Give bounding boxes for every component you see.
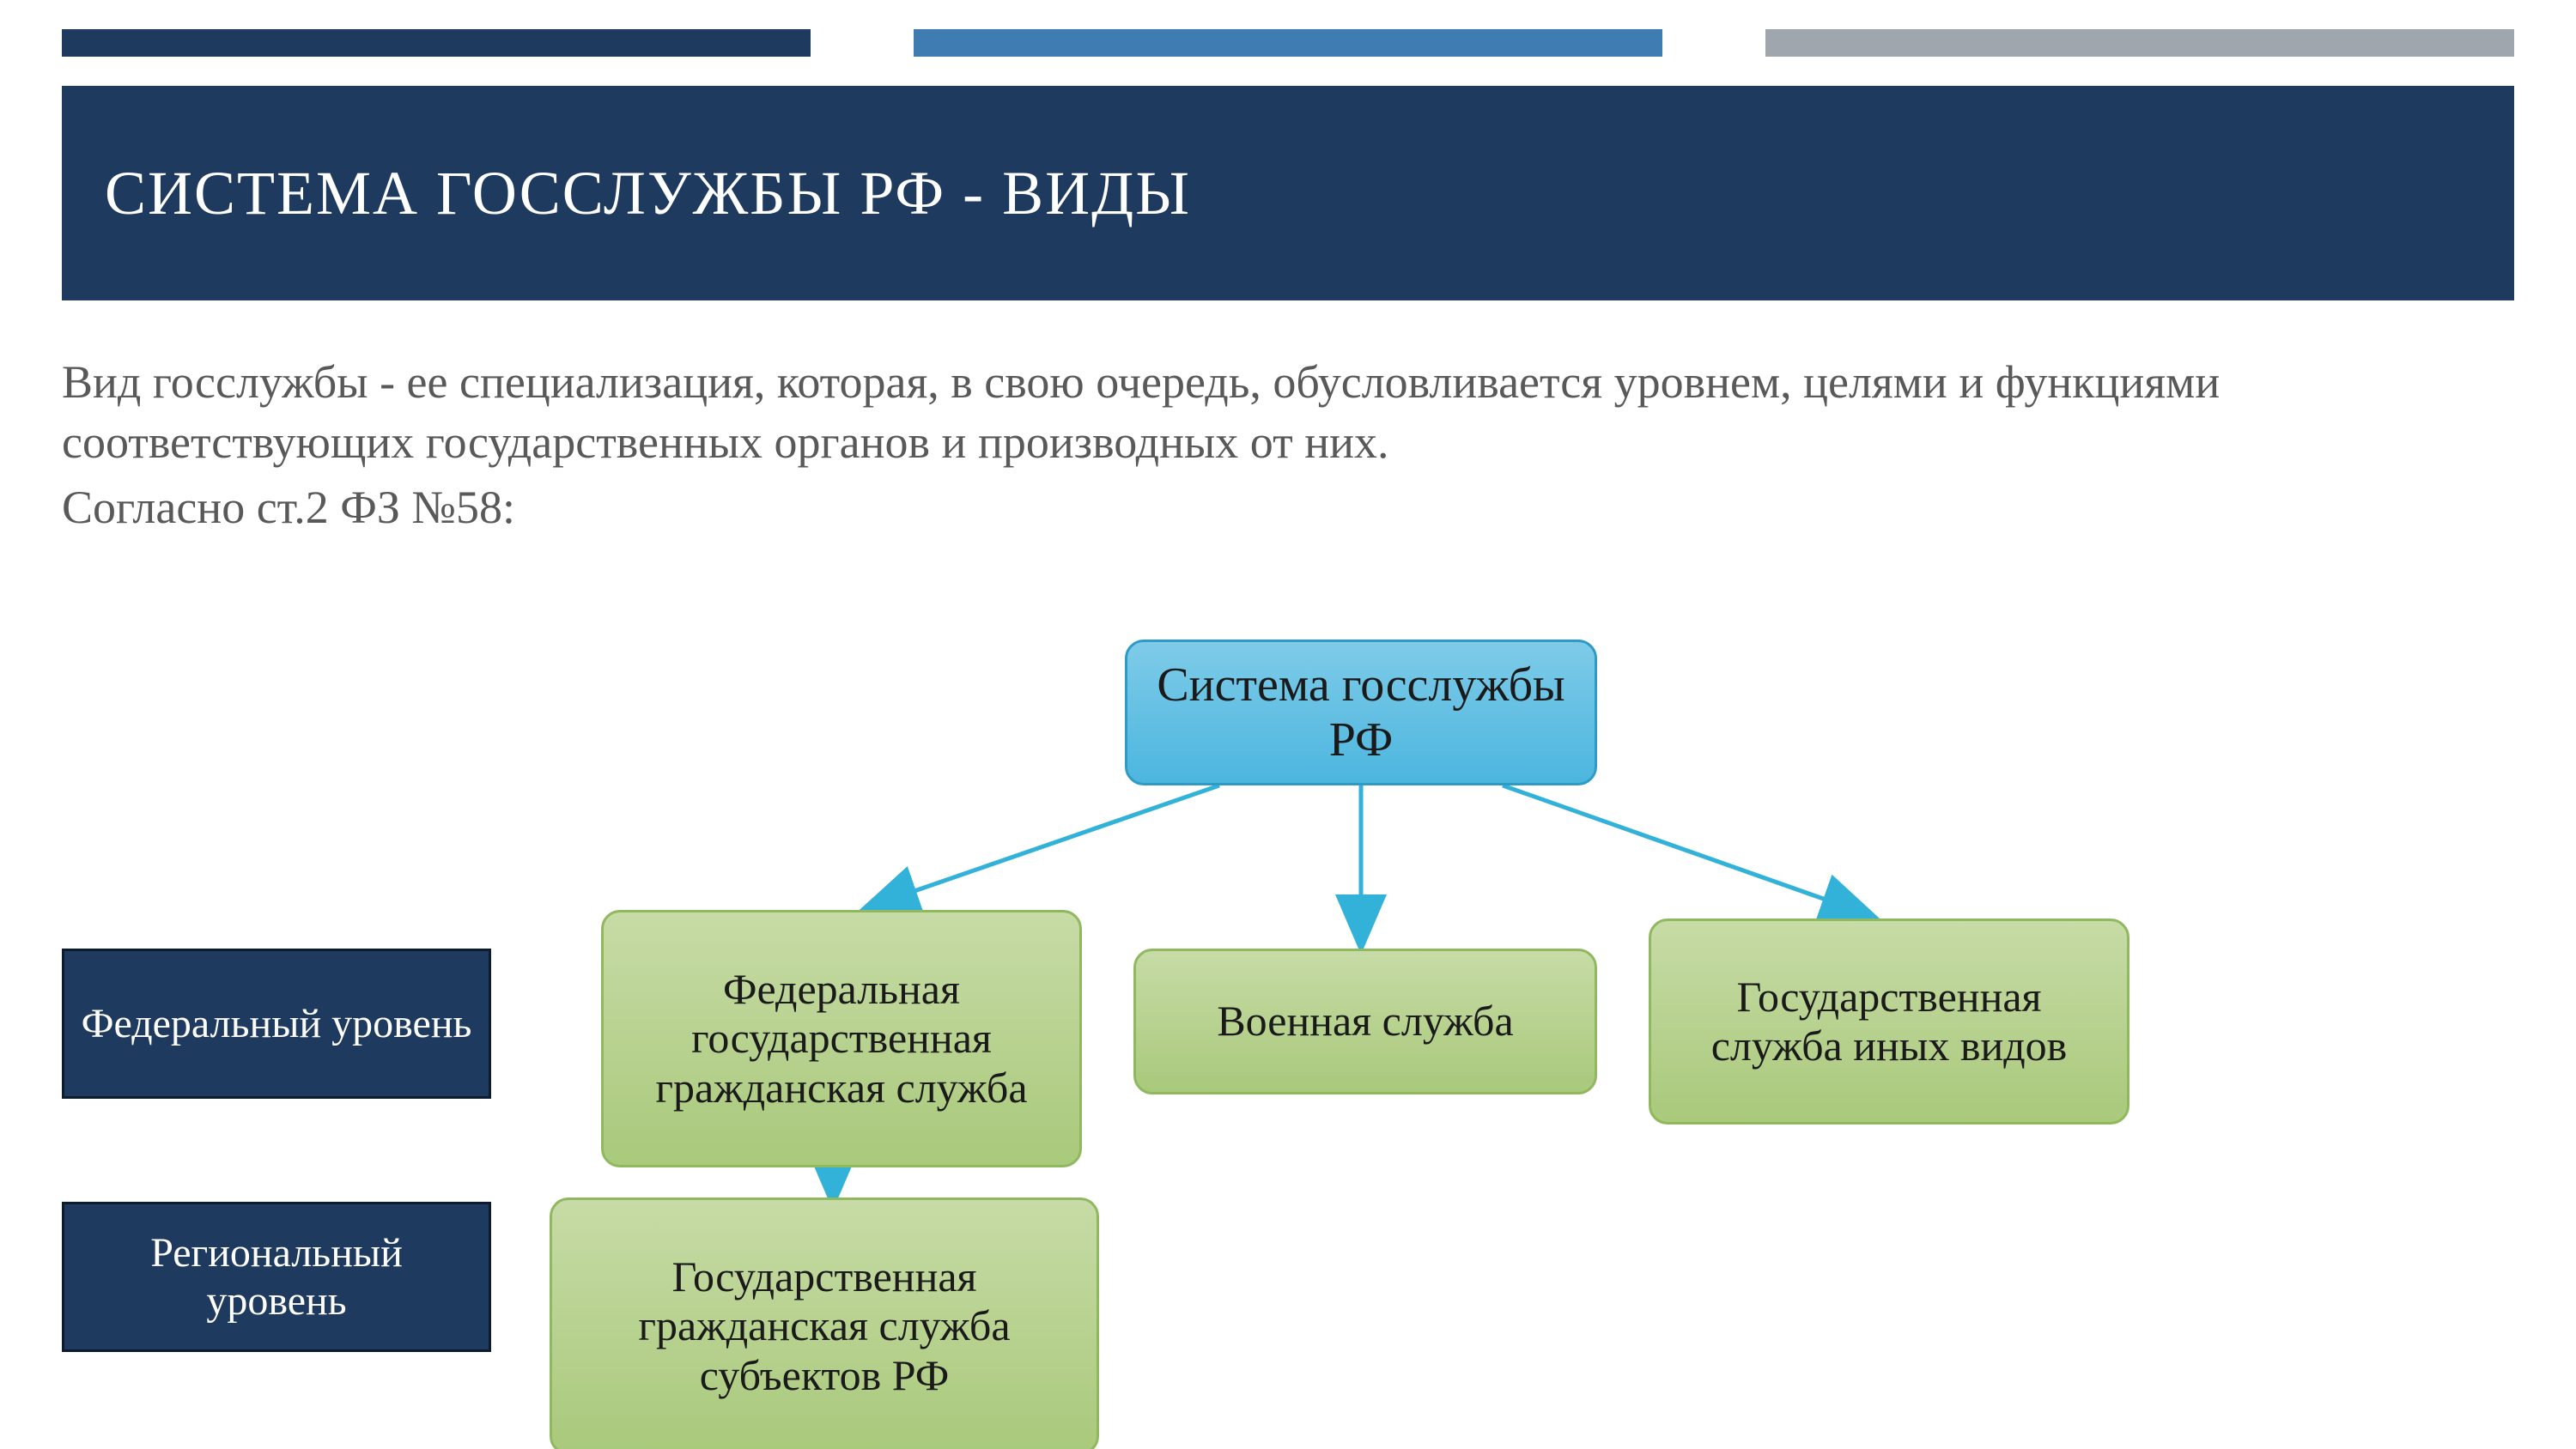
diagram-arrows bbox=[0, 0, 2576, 1449]
